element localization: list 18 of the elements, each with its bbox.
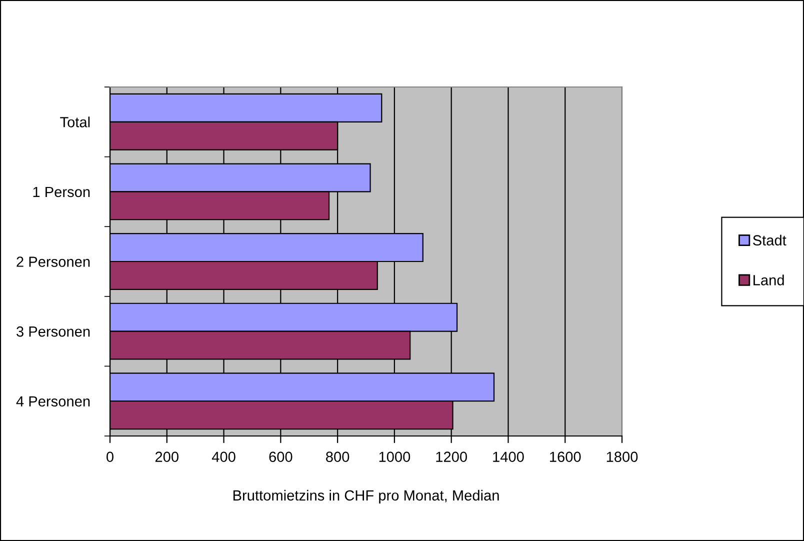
x-tick-label: 1400: [493, 452, 524, 462]
x-tick-label: 600: [269, 452, 292, 462]
y-tick-label: 3 Personen: [16, 326, 90, 337]
y-tick-label: Total: [60, 116, 90, 128]
x-tick-label: 0: [106, 452, 114, 462]
x-tick-label: 1200: [436, 452, 467, 462]
x-tick-label: 1800: [606, 452, 638, 462]
y-tick-label: 4 Personen: [16, 396, 90, 407]
legend-label: Stadt: [753, 234, 786, 246]
x-tick-label: 200: [155, 452, 178, 462]
y-tick-label: 2 Personen: [16, 256, 90, 267]
x-tick-label: 400: [212, 452, 236, 462]
x-tick-label: 800: [326, 452, 350, 462]
legend-label: Land: [754, 274, 784, 286]
x-tick-label: 1600: [550, 452, 581, 462]
x-tick-label: 1000: [379, 452, 410, 462]
y-tick-label: 1 Person: [33, 186, 90, 198]
x-axis-title: Bruttomietzins in CHF pro Monat, Median: [233, 490, 499, 504]
